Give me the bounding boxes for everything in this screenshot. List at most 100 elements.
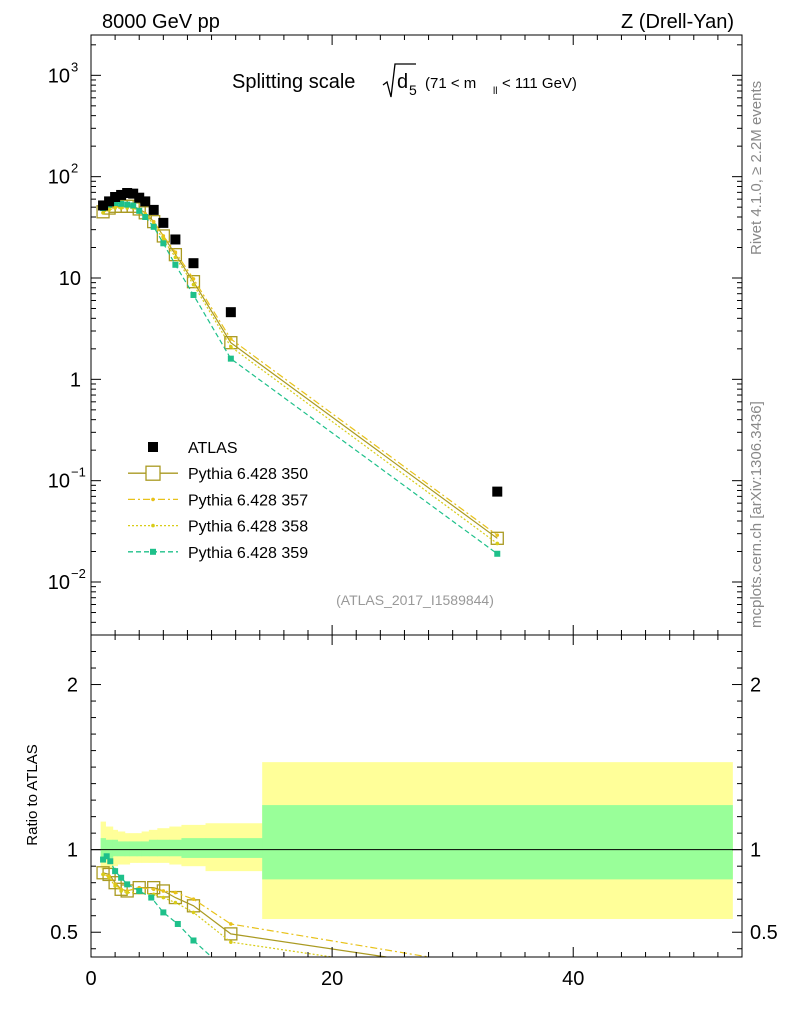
- energy-label: 8000 GeV pp: [102, 11, 220, 33]
- ratio-marker: [173, 900, 178, 905]
- data-point-marker: [494, 550, 501, 557]
- uncertainty-band-inner: [141, 841, 150, 857]
- ratio-y-tick-label-left: 0.5: [50, 922, 78, 944]
- ratio-line: [102, 873, 333, 957]
- y-tick-label: 10: [59, 268, 81, 290]
- uncertainty-band-inner: [129, 841, 138, 857]
- legend-entry: Pythia 6.428 350: [128, 465, 308, 483]
- plot-title: Splitting scale d 5 (71 < m ll < 111 GeV…: [232, 63, 577, 98]
- uncertainty-band-inner: [205, 838, 263, 858]
- ratio-marker: [229, 940, 233, 944]
- y-tick-label-base: 10: [48, 572, 70, 594]
- ratio-marker: [160, 909, 167, 916]
- series-atlas: [98, 187, 503, 497]
- ratio-series-pythia-6-428-359: [100, 853, 213, 957]
- uncertainty-band-inner: [157, 839, 170, 857]
- data-point-marker: [136, 207, 143, 214]
- y-tick-label: 10 −1: [48, 465, 86, 493]
- x-tick-label: 0: [85, 968, 96, 990]
- data-point-marker: [227, 355, 234, 362]
- ratio-marker: [124, 881, 131, 888]
- y-tick-label-base: 10: [48, 167, 70, 189]
- data-point-marker: [224, 336, 238, 350]
- data-point-marker: [113, 206, 117, 210]
- data-point-marker: [128, 188, 139, 199]
- ratio-panel-axes: 0.5 0.51 12 20 20 40: [50, 634, 778, 990]
- data-point-marker: [112, 199, 119, 206]
- y-tick-label-exponent: 2: [71, 161, 78, 176]
- legend-marker: [151, 523, 155, 528]
- data-point-marker: [148, 204, 159, 215]
- data-point-marker: [124, 201, 131, 208]
- y-tick-label-exponent: −1: [71, 465, 86, 480]
- data-point-marker: [140, 196, 151, 207]
- title-cut-sub: ll: [493, 86, 497, 97]
- legend-entry: Pythia 6.428 357: [128, 492, 308, 509]
- y-tick-label-base: 10: [48, 65, 70, 87]
- uncertainty-band-inner: [124, 841, 131, 857]
- data-point-marker: [190, 291, 197, 298]
- data-point-marker: [168, 247, 183, 262]
- data-point-marker: [130, 202, 137, 209]
- data-point-marker: [160, 240, 167, 247]
- data-point-marker: [229, 344, 233, 349]
- y-tick-label: 1: [70, 369, 81, 391]
- data-point-marker: [172, 261, 179, 268]
- data-point-marker: [188, 258, 199, 269]
- ratio-y-tick-label-right: 2: [750, 675, 761, 697]
- data-point-marker: [151, 219, 156, 224]
- data-point-marker: [142, 213, 149, 220]
- legend-marker: [151, 497, 155, 502]
- ratio-marker: [151, 887, 156, 892]
- legend-label: Pythia 6.428 358: [188, 519, 308, 536]
- data-point-marker: [150, 223, 157, 230]
- title-prefix: Splitting scale: [232, 71, 355, 93]
- ratio-series-clipped: [96, 853, 429, 957]
- series-line: [102, 202, 498, 555]
- data-point-marker: [191, 277, 196, 281]
- uncertainty-band-inner: [100, 838, 106, 860]
- ratio-marker: [173, 890, 178, 895]
- data-point-marker: [158, 217, 169, 228]
- data-point-marker: [122, 187, 133, 198]
- data-point-marker: [173, 250, 178, 254]
- ratio-marker: [125, 890, 129, 895]
- x-tick-label: 20: [321, 968, 343, 990]
- legend-entry: Pythia 6.428 359: [128, 545, 308, 562]
- legend-label: ATLAS: [188, 440, 238, 457]
- legend-entry: Pythia 6.428 358: [128, 519, 308, 536]
- uncertainty-band-inner: [105, 839, 114, 858]
- data-point-marker: [191, 282, 196, 287]
- series-pythia-6-428-357: [101, 205, 500, 537]
- ratio-marker: [191, 897, 196, 902]
- data-point-marker: [492, 486, 503, 497]
- ratio-marker: [224, 927, 238, 941]
- ratio-marker: [107, 858, 114, 865]
- ratio-marker: [119, 889, 123, 893]
- ratio-series-layer: [96, 853, 429, 957]
- ratio-marker: [191, 910, 196, 915]
- ratio-marker: [136, 887, 143, 894]
- ratio-marker: [101, 872, 105, 877]
- ratio-marker: [112, 868, 119, 875]
- legend-marker: [150, 548, 156, 555]
- uncertainty-band-inner: [136, 841, 143, 857]
- ratio-marker: [174, 920, 181, 927]
- title-subscript: 5: [409, 82, 417, 98]
- ratio-marker: [148, 894, 155, 901]
- data-point-marker: [134, 192, 145, 203]
- ratio-marker: [161, 889, 166, 893]
- uncertainty-band-inner: [169, 839, 182, 857]
- legend-label: Pythia 6.428 350: [188, 466, 308, 483]
- ratio-marker: [161, 895, 166, 900]
- ratio-marker: [100, 856, 107, 863]
- process-label: Z (Drell-Yan): [621, 11, 734, 33]
- data-point-marker: [119, 206, 123, 210]
- x-tick-label: 40: [562, 968, 584, 990]
- data-point-marker: [170, 234, 181, 245]
- y-tick-label: 10 3: [48, 59, 78, 87]
- data-point-marker: [161, 234, 166, 238]
- data-point-marker: [98, 200, 109, 211]
